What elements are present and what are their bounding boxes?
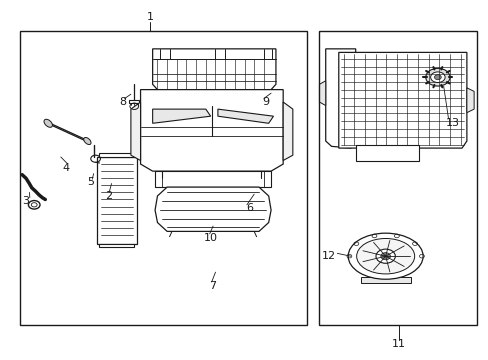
Circle shape xyxy=(425,68,449,86)
Text: 3: 3 xyxy=(22,196,29,206)
Polygon shape xyxy=(466,88,473,113)
Polygon shape xyxy=(360,278,410,283)
Text: 6: 6 xyxy=(245,203,252,213)
Text: 2: 2 xyxy=(105,191,112,201)
Polygon shape xyxy=(338,53,466,148)
Text: 13: 13 xyxy=(445,118,458,128)
Circle shape xyxy=(430,72,444,82)
Polygon shape xyxy=(155,171,270,187)
Circle shape xyxy=(375,249,394,263)
Polygon shape xyxy=(99,153,134,157)
Polygon shape xyxy=(355,145,418,161)
Polygon shape xyxy=(155,187,270,231)
Ellipse shape xyxy=(83,138,91,145)
Polygon shape xyxy=(152,109,210,123)
Polygon shape xyxy=(283,102,292,161)
Polygon shape xyxy=(319,81,325,105)
Text: 1: 1 xyxy=(146,12,153,22)
Polygon shape xyxy=(325,49,355,148)
Text: 5: 5 xyxy=(87,177,94,187)
Text: 12: 12 xyxy=(322,251,335,261)
Polygon shape xyxy=(131,102,140,161)
Ellipse shape xyxy=(44,119,52,127)
Text: 8: 8 xyxy=(119,97,126,107)
Text: 7: 7 xyxy=(209,281,216,291)
Text: 4: 4 xyxy=(62,163,69,172)
Polygon shape xyxy=(99,244,134,247)
Text: 10: 10 xyxy=(203,234,217,243)
Polygon shape xyxy=(140,90,283,171)
Bar xyxy=(20,31,307,325)
Polygon shape xyxy=(129,100,139,103)
Circle shape xyxy=(434,75,440,80)
Ellipse shape xyxy=(356,238,414,274)
Polygon shape xyxy=(97,157,137,244)
Polygon shape xyxy=(218,109,273,123)
Polygon shape xyxy=(425,67,449,70)
Circle shape xyxy=(380,253,390,260)
Bar xyxy=(319,31,476,325)
Polygon shape xyxy=(152,49,275,90)
Text: 11: 11 xyxy=(391,339,406,349)
Text: 9: 9 xyxy=(262,97,269,107)
Ellipse shape xyxy=(347,233,422,279)
